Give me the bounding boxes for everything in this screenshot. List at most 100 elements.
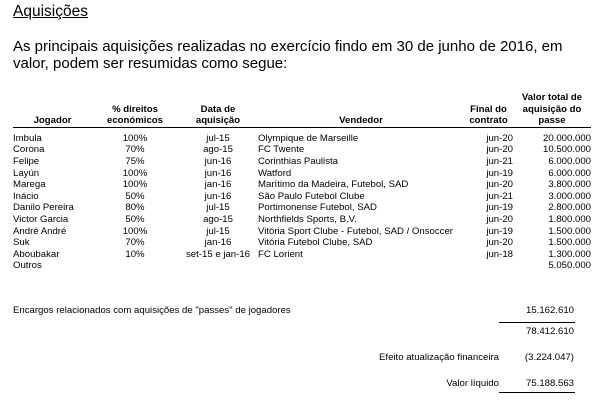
cell-data: jun-16 <box>204 190 232 202</box>
cell-vendedor: Northfields Sports, B.V. <box>258 213 357 225</box>
table-row: Corona 70% ago-15 FC Twente jun-20 10.500.000 <box>13 144 591 156</box>
cell-direitos: 50% <box>125 190 145 202</box>
cell-final: jun-19 <box>486 225 513 237</box>
table-row: Outros 5.050.000 <box>13 260 591 272</box>
header-jogador: Jogador <box>33 115 72 127</box>
cell-direitos: 80% <box>125 202 145 214</box>
table-row: André André 100% jul-15 Vitória Sport Clube… <box>13 226 591 238</box>
table-row: Suk 70% jan-16 Vitória Futebol Clube, SAD ju… <box>13 237 591 249</box>
table-row: Inácio 50% jun-16 São Paulo Futebol Clube ju… <box>13 191 591 203</box>
cell-final: jun-20 <box>486 132 513 144</box>
liquido-value: 75.188.563 <box>525 378 574 389</box>
cell-vendedor: FC Twente <box>258 144 305 156</box>
cell-direitos: 75% <box>125 155 145 167</box>
cell-data: jul-15 <box>206 132 230 144</box>
cell-direitos: 100% <box>122 132 148 144</box>
cell-direitos: 100% <box>122 179 148 191</box>
cell-vendedor: Marítimo da Madeira, Futebol, SAD <box>258 179 409 191</box>
header-direitos: % direitos económicos <box>107 103 163 127</box>
cell-data: ago-15 <box>203 144 233 156</box>
cell-valor: 20.000.000 <box>542 132 591 144</box>
cell-final <box>464 260 513 272</box>
cell-valor: 5.050.000 <box>548 260 591 272</box>
header-valor: Valor total de aquisição do passe <box>521 92 583 127</box>
header-data: Data de aquisição <box>195 103 241 127</box>
cell-direitos: 50% <box>125 213 145 225</box>
table-row: Danilo Pereira 80% jul-15 Portimonense Fute… <box>13 202 591 214</box>
cell-vendedor: Portimonense Futebol, SAD <box>258 202 377 214</box>
cell-valor: 1.500.000 <box>548 225 591 237</box>
cell-valor: 2.800.000 <box>548 202 591 214</box>
efeito-value: (3.224.047) <box>524 352 574 363</box>
cell-data: jun-16 <box>204 155 232 167</box>
section-title: Aquisições <box>13 3 88 20</box>
subtotal-divider <box>499 322 575 323</box>
cell-final: jun-19 <box>486 167 513 179</box>
cell-direitos: 10% <box>125 248 145 260</box>
table-row: Aboubakar 10% set-15 e jan-16 FC Lorient jun… <box>13 249 591 261</box>
cell-vendedor: São Paulo Futebol Clube <box>258 190 365 202</box>
cell-valor: 10.500.000 <box>542 144 591 156</box>
cell-final: jun-20 <box>486 237 513 249</box>
cell-direitos: 70% <box>125 237 145 249</box>
subtotal-value: 78.412.610 <box>525 326 574 337</box>
intro-paragraph: As principais aquisições realizadas no e… <box>13 38 563 72</box>
cell-vendedor: FC Lorient <box>258 248 303 260</box>
cell-jogador: Suk <box>13 237 30 249</box>
cell-valor: 1.500.000 <box>548 237 591 249</box>
table-row: Marega 100% jan-16 Marítimo da Madeira, Fut… <box>13 179 591 191</box>
cell-valor: 6.000.000 <box>548 167 591 179</box>
encargos-label: Encargos relacionados com aquisições de … <box>13 305 291 316</box>
cell-jogador: Victor Garcia <box>13 213 69 225</box>
efeito-label: Efeito atualização financeira <box>379 352 499 363</box>
cell-direitos <box>92 260 178 272</box>
cell-direitos: 70% <box>125 144 145 156</box>
encargos-value: 15.162.610 <box>525 305 574 316</box>
cell-final: jun-19 <box>486 202 513 214</box>
cell-final: jun-21 <box>486 190 513 202</box>
cell-vendedor: Watford <box>258 167 292 179</box>
cell-jogador: Danilo Pereira <box>13 202 74 214</box>
cell-jogador: Aboubakar <box>13 248 60 260</box>
cell-jogador: Inácio <box>13 190 39 202</box>
total-underline <box>499 392 575 393</box>
cell-vendedor <box>258 260 464 272</box>
cell-vendedor: Vitória Futebol Clube, SAD <box>258 237 373 249</box>
cell-final: jun-18 <box>486 248 513 260</box>
cell-data: jul-15 <box>206 225 230 237</box>
cell-data: jun-16 <box>204 167 232 179</box>
cell-final: jun-20 <box>486 213 513 225</box>
cell-final: jun-20 <box>486 144 513 156</box>
table-row: Felipe 75% jun-16 Corinthias Paulista jun-21… <box>13 156 591 168</box>
cell-vendedor: Vitória Sport Clube - Futebol, SAD / Ons… <box>258 225 453 237</box>
cell-data: jul-15 <box>206 202 230 214</box>
cell-vendedor: Olympique de Marseille <box>258 132 359 144</box>
cell-valor: 3.000.000 <box>548 190 591 202</box>
table-header-row: Jogador % direitos económicos Data de aq… <box>13 92 591 128</box>
cell-direitos: 100% <box>122 167 148 179</box>
cell-jogador: Marega <box>13 179 46 191</box>
table-row: Victor Garcia 50% ago-15 Northfields Sports… <box>13 214 591 226</box>
liquido-label: Valor líquido <box>446 378 499 389</box>
cell-valor: 1.800.000 <box>548 213 591 225</box>
acquisitions-table: Jogador % direitos económicos Data de aq… <box>13 92 591 272</box>
cell-data <box>178 260 258 272</box>
cell-vendedor: Corinthias Paulista <box>258 155 338 167</box>
cell-jogador: Corona <box>13 144 45 156</box>
table-row: Layún 100% jun-16 Watford jun-19 6.000.000 <box>13 168 591 180</box>
cell-jogador: Imbula <box>13 132 42 144</box>
header-final: Final do contrato <box>469 103 508 127</box>
table-row: Imbula 100% jul-15 Olympique de Marseille ju… <box>13 133 591 145</box>
cell-final: jun-20 <box>486 179 513 191</box>
cell-valor: 1.300.000 <box>548 248 591 260</box>
cell-direitos: 100% <box>122 225 148 237</box>
header-vendedor: Vendedor <box>339 115 383 127</box>
cell-data: jan-16 <box>204 179 232 191</box>
cell-data: ago-15 <box>203 213 233 225</box>
cell-jogador: André André <box>13 225 67 237</box>
cell-jogador: Felipe <box>13 155 40 167</box>
cell-data: jan-16 <box>204 237 232 249</box>
cell-valor: 3.800.000 <box>548 179 591 191</box>
cell-jogador: Outros <box>13 260 42 272</box>
cell-valor: 6.000.000 <box>548 155 591 167</box>
